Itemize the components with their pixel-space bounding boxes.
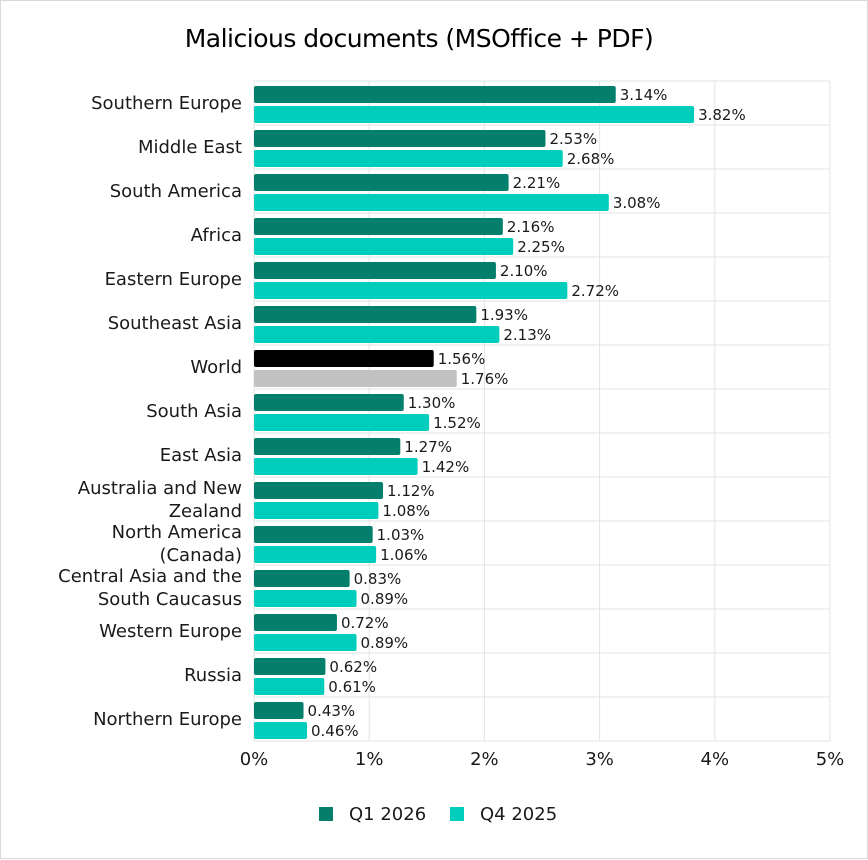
bar-q1-2026 — [254, 438, 401, 455]
bar-q1-2026 — [254, 306, 477, 323]
bar-q4-2025 — [254, 150, 563, 167]
category-label: East Asia — [160, 445, 242, 466]
bar-q4-2025 — [254, 370, 457, 387]
data-label: 0.46% — [311, 722, 359, 740]
gridlines — [253, 80, 831, 742]
legend-swatch — [319, 807, 333, 821]
data-label: 3.14% — [620, 86, 668, 104]
data-label: 1.27% — [404, 438, 452, 456]
category-labels: Southern Europe Middle East South America A… — [58, 93, 242, 730]
data-label: 2.16% — [507, 218, 555, 236]
bar-q1-2026 — [254, 482, 384, 499]
x-axis-ticks: 0% 1% 2% 3% 4% 5% — [240, 749, 845, 770]
x-tick-label: 3% — [585, 749, 614, 770]
data-label: 0.62% — [329, 658, 377, 676]
data-label: 1.93% — [480, 306, 528, 324]
category-label: Africa — [191, 225, 242, 246]
x-tick-label: 1% — [355, 749, 384, 770]
chart-title: Malicious documents (MSOffice + PDF) — [185, 24, 654, 53]
category-label: Central Asia and the — [58, 566, 242, 587]
data-label: 3.08% — [613, 194, 661, 212]
data-label: 3.82% — [698, 106, 746, 124]
category-label: South Caucasus — [98, 589, 242, 610]
data-label: 2.21% — [513, 174, 561, 192]
data-label: 1.42% — [422, 458, 470, 476]
bar-q1-2026 — [254, 702, 304, 719]
data-label: 0.83% — [354, 570, 402, 588]
x-tick-label: 4% — [701, 749, 730, 770]
data-label: 0.61% — [328, 678, 376, 696]
data-label: 2.10% — [500, 262, 548, 280]
bar-q1-2026 — [254, 218, 503, 235]
category-label: World — [190, 357, 242, 378]
category-label: Middle East — [138, 137, 242, 158]
bar-q4-2025 — [254, 414, 430, 431]
category-label: South America — [110, 181, 242, 202]
legend: Q1 2026 Q4 2025 — [319, 804, 557, 825]
bar-q4-2025 — [254, 326, 500, 343]
bar-q4-2025 — [254, 546, 377, 563]
data-label: 0.72% — [341, 614, 389, 632]
bar-q1-2026 — [254, 130, 546, 147]
data-label: 1.56% — [438, 350, 486, 368]
data-label: 0.89% — [361, 634, 409, 652]
data-label: 1.06% — [380, 546, 428, 564]
bar-q1-2026 — [254, 350, 434, 367]
data-label: 2.72% — [571, 282, 619, 300]
category-label: Australia and New — [78, 478, 242, 499]
data-label: 1.76% — [461, 370, 509, 388]
bar-q4-2025 — [254, 106, 695, 123]
data-label: 1.12% — [387, 482, 435, 500]
bar-q1-2026 — [254, 570, 350, 587]
bar-q4-2025 — [254, 238, 514, 255]
legend-label: Q1 2026 — [349, 804, 426, 825]
category-label: Southern Europe — [91, 93, 242, 114]
data-label: 2.25% — [517, 238, 565, 256]
data-label: 1.08% — [382, 502, 430, 520]
bar-q4-2025 — [254, 458, 418, 475]
bar-q1-2026 — [254, 614, 337, 631]
x-tick-label: 2% — [470, 749, 499, 770]
value-labels: 3.14% 3.82% 2.53% 2.68% 2.21% 3.08% 2.16% 2.25%… — [308, 86, 746, 740]
data-label: 2.68% — [567, 150, 615, 168]
x-tick-label: 5% — [816, 749, 845, 770]
bar-q1-2026 — [254, 86, 616, 103]
bar-q4-2025 — [254, 634, 357, 651]
bar-q4-2025 — [254, 590, 357, 607]
category-label: (Canada) — [159, 545, 242, 566]
data-label: 1.52% — [433, 414, 481, 432]
category-label: Russia — [184, 665, 242, 686]
legend-label: Q4 2025 — [480, 804, 557, 825]
data-label: 2.13% — [503, 326, 551, 344]
legend-swatch — [450, 807, 464, 821]
bar-q1-2026 — [254, 658, 326, 675]
data-label: 0.43% — [308, 702, 356, 720]
bar-q4-2025 — [254, 282, 568, 299]
category-label: Northern Europe — [93, 709, 242, 730]
category-label: Zealand — [169, 501, 242, 522]
bar-q4-2025 — [254, 194, 609, 211]
data-label: 1.30% — [408, 394, 456, 412]
category-label: South Asia — [146, 401, 242, 422]
data-label: 2.53% — [549, 130, 597, 148]
bars — [254, 86, 695, 739]
category-label: Western Europe — [99, 621, 242, 642]
category-label: Southeast Asia — [108, 313, 242, 334]
bar-q1-2026 — [254, 394, 404, 411]
bar-q4-2025 — [254, 502, 379, 519]
bar-q1-2026 — [254, 262, 496, 279]
bar-q4-2025 — [254, 722, 307, 739]
category-label: Eastern Europe — [105, 269, 242, 290]
bar-q1-2026 — [254, 174, 509, 191]
category-label: North America — [112, 522, 242, 543]
data-label: 1.03% — [377, 526, 425, 544]
x-tick-label: 0% — [240, 749, 269, 770]
data-label: 0.89% — [361, 590, 409, 608]
bar-q4-2025 — [254, 678, 325, 695]
bar-q1-2026 — [254, 526, 373, 543]
